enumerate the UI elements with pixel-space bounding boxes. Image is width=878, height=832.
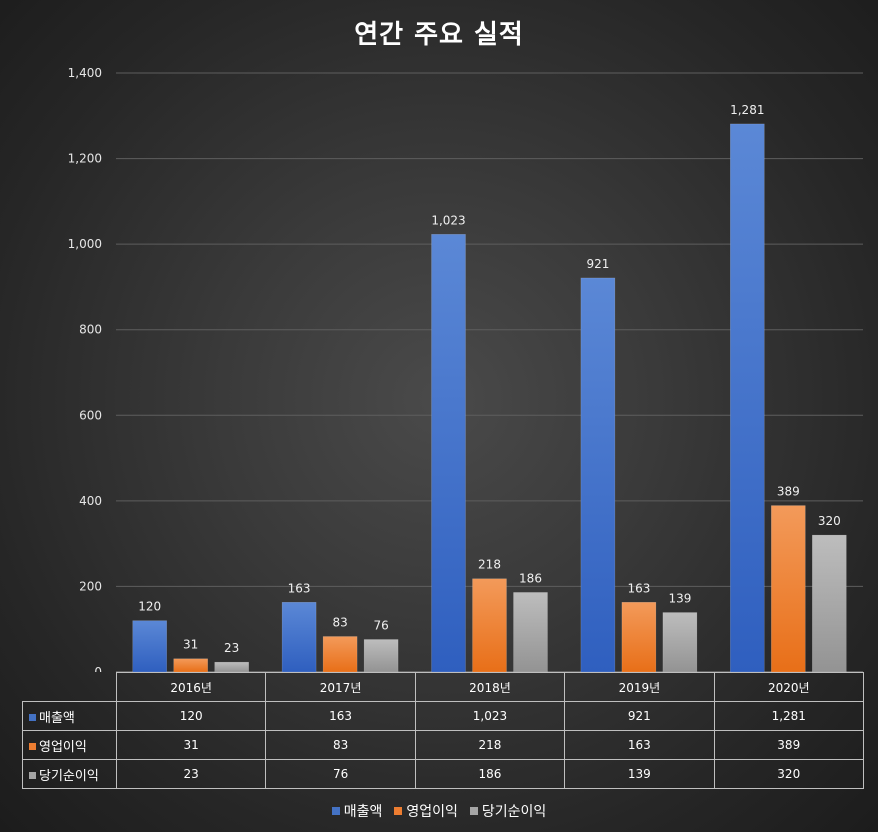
table-column-header: 2020년 <box>713 672 864 702</box>
bar-1-5 <box>730 123 765 672</box>
table-cell: 163 <box>564 730 715 760</box>
table-column-header: 2017년 <box>265 672 416 702</box>
y-tick-label: 1,000 <box>68 237 102 251</box>
y-tick-label: 1,400 <box>68 66 102 80</box>
bar-2-4 <box>621 602 657 672</box>
bar-chart: 0 200 400 600 800 1,000 1,200 1,400 120 31 23 163 8… <box>68 66 863 672</box>
data-label: 218 <box>478 558 501 572</box>
series-name: 영업이익 <box>39 739 87 755</box>
table-row-header: 당기순이익 <box>22 759 117 789</box>
data-label: 320 <box>818 514 841 528</box>
bar-1-3 <box>431 234 466 672</box>
series-name: 당기순이익 <box>39 768 99 784</box>
table-column-header: 2019년 <box>564 672 715 702</box>
table-column-header: 2018년 <box>414 672 566 702</box>
legend-label: 영업이익 <box>406 804 458 820</box>
data-label: 921 <box>586 257 609 271</box>
y-tick-label: 600 <box>79 408 102 422</box>
table-row: 매출액 120 163 1,023 921 1,281 <box>22 701 864 731</box>
bar-1-4 <box>580 277 616 672</box>
legend-swatch <box>29 713 36 721</box>
data-label: 163 <box>288 581 311 595</box>
legend-swatch <box>469 807 478 815</box>
bar-2-1 <box>173 658 208 672</box>
y-tick-label: 0 <box>94 665 102 672</box>
table-cell: 120 <box>115 701 267 731</box>
data-label: 1,023 <box>431 213 465 227</box>
table-cell: 921 <box>564 701 715 731</box>
table-cell: 389 <box>713 730 864 760</box>
table-cell: 1,023 <box>414 701 566 731</box>
table-row-header: 영업이익 <box>22 730 117 760</box>
table-cell: 76 <box>265 759 416 789</box>
legend-label: 당기순이익 <box>481 804 547 820</box>
table-cell: 31 <box>115 730 267 760</box>
data-labels: 120 31 23 163 83 76 1,023 218 186 921 163 139 1,281 3… <box>138 103 841 655</box>
legend-item: 매출액 <box>331 801 383 821</box>
data-label: 1,281 <box>730 103 764 117</box>
data-label: 163 <box>627 581 650 595</box>
table-row: 당기순이익 23 76 186 139 320 <box>22 759 864 789</box>
bar-3-2 <box>363 639 399 672</box>
table-cell: 23 <box>115 759 267 789</box>
table-cell: 1,281 <box>713 701 864 731</box>
table-cell: 320 <box>713 759 864 789</box>
bar-3-4 <box>662 612 698 672</box>
data-label: 76 <box>373 618 388 632</box>
bar-2-5 <box>771 505 806 672</box>
bar-2-2 <box>322 636 358 672</box>
bars <box>132 123 847 672</box>
bar-3-5 <box>812 534 847 672</box>
bar-1-2 <box>281 602 317 672</box>
legend-swatch <box>29 771 36 779</box>
chart-title: 연간 주요 실적 <box>354 20 524 50</box>
table-row: 영업이익 31 83 218 163 389 <box>22 730 864 760</box>
table-cell: 139 <box>564 759 715 789</box>
legend-item: 영업이익 <box>394 801 458 821</box>
y-tick-label: 400 <box>79 494 102 508</box>
table-cell: 218 <box>414 730 566 760</box>
data-table: 2016년 2017년 2018년 2019년 2020년 매출액 120 163 1,023 9… <box>22 672 864 789</box>
legend-swatch <box>29 742 36 750</box>
table-corner <box>22 672 117 702</box>
legend-label: 매출액 <box>343 804 383 820</box>
table-column-header: 2016년 <box>115 672 267 702</box>
table-cell: 163 <box>265 701 416 731</box>
data-label: 186 <box>519 571 542 585</box>
table-row-header: 매출액 <box>22 701 117 731</box>
legend-item: 당기순이익 <box>469 801 547 821</box>
bar-3-3 <box>513 592 548 672</box>
y-axis: 0 200 400 600 800 1,000 1,200 1,400 <box>68 66 102 672</box>
legend-swatch <box>394 807 403 815</box>
data-label: 120 <box>138 600 161 614</box>
data-label: 23 <box>224 641 239 655</box>
data-label: 83 <box>332 615 347 629</box>
series-name: 매출액 <box>39 710 75 726</box>
legend-swatch <box>331 807 340 815</box>
legend: 매출액 영업이익 당기순이익 <box>0 801 878 821</box>
y-tick-label: 1,200 <box>68 152 102 166</box>
data-label: 389 <box>777 485 800 499</box>
table-cell: 186 <box>414 759 566 789</box>
bar-1-1 <box>132 620 167 672</box>
y-tick-label: 800 <box>79 323 102 337</box>
bar-2-3 <box>472 578 507 672</box>
bar-3-1 <box>214 661 249 672</box>
table-cell: 83 <box>265 730 416 760</box>
data-label: 31 <box>183 638 198 652</box>
data-label: 139 <box>668 592 691 606</box>
y-tick-label: 200 <box>79 579 102 593</box>
